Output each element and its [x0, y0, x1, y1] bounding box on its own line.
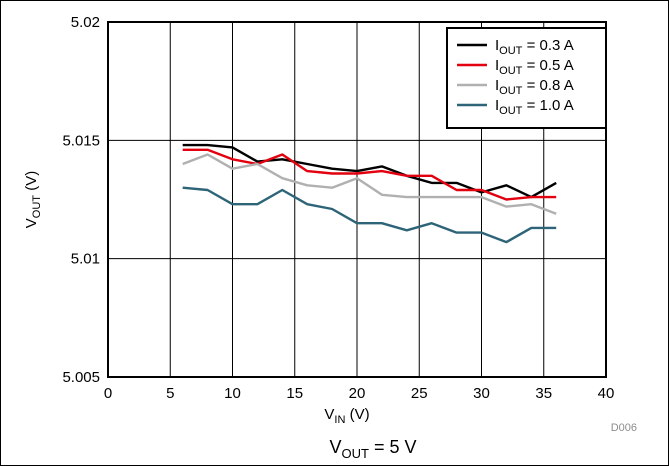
grid-lines — [108, 22, 606, 377]
y-axis-label-sub: OUT — [31, 195, 43, 219]
legend-label-4: IOUT = 1.0 A — [495, 97, 574, 117]
x-axis-label: VIN (V) — [324, 406, 369, 426]
legend-label-3: IOUT = 0.8 A — [495, 77, 574, 97]
caption-rest: = 5 V — [369, 437, 417, 457]
series-line-1 — [182, 143, 557, 199]
tick-labels: 0 5 10 15 20 25 30 35 40 5.005 5.01 5.015 5.02 — [62, 14, 614, 402]
plot-area — [107, 21, 607, 378]
x-tick-label: 35 — [535, 385, 552, 402]
x-tick-label: 40 — [598, 385, 615, 402]
caption-sub: OUT — [342, 446, 370, 461]
legend-label-1: IOUT = 0.3 A — [495, 37, 574, 57]
figure-id: D006 — [611, 422, 637, 434]
series-lines — [182, 143, 557, 244]
figure-caption: VOUT = 5 V — [330, 437, 417, 461]
x-tick-label: 20 — [349, 385, 366, 402]
series-line-2 — [182, 148, 557, 201]
series-line-4 — [182, 186, 557, 244]
x-axis-label-sub: IN — [334, 414, 345, 426]
y-tick-label: 5.02 — [71, 14, 100, 31]
x-axis-label-main: V — [324, 406, 334, 423]
y-axis-label-rest: (V) — [23, 171, 40, 195]
legend-label-2: IOUT = 0.5 A — [495, 57, 574, 77]
x-tick-label: 0 — [104, 385, 112, 402]
series-line-3 — [182, 153, 557, 215]
x-tick-label: 15 — [286, 385, 303, 402]
caption-main: V — [330, 437, 342, 457]
x-tick-label: 25 — [411, 385, 428, 402]
y-axis-label: VOUT (V) — [23, 171, 43, 228]
x-tick-label: 30 — [473, 385, 490, 402]
x-tick-label: 10 — [224, 385, 241, 402]
y-axis-label-main: V — [23, 218, 40, 228]
x-tick-label: 5 — [166, 385, 174, 402]
y-tick-label: 5.005 — [62, 369, 100, 386]
y-tick-label: 5.01 — [71, 251, 100, 268]
y-tick-label: 5.015 — [62, 132, 100, 149]
x-axis-label-rest: (V) — [345, 406, 369, 423]
